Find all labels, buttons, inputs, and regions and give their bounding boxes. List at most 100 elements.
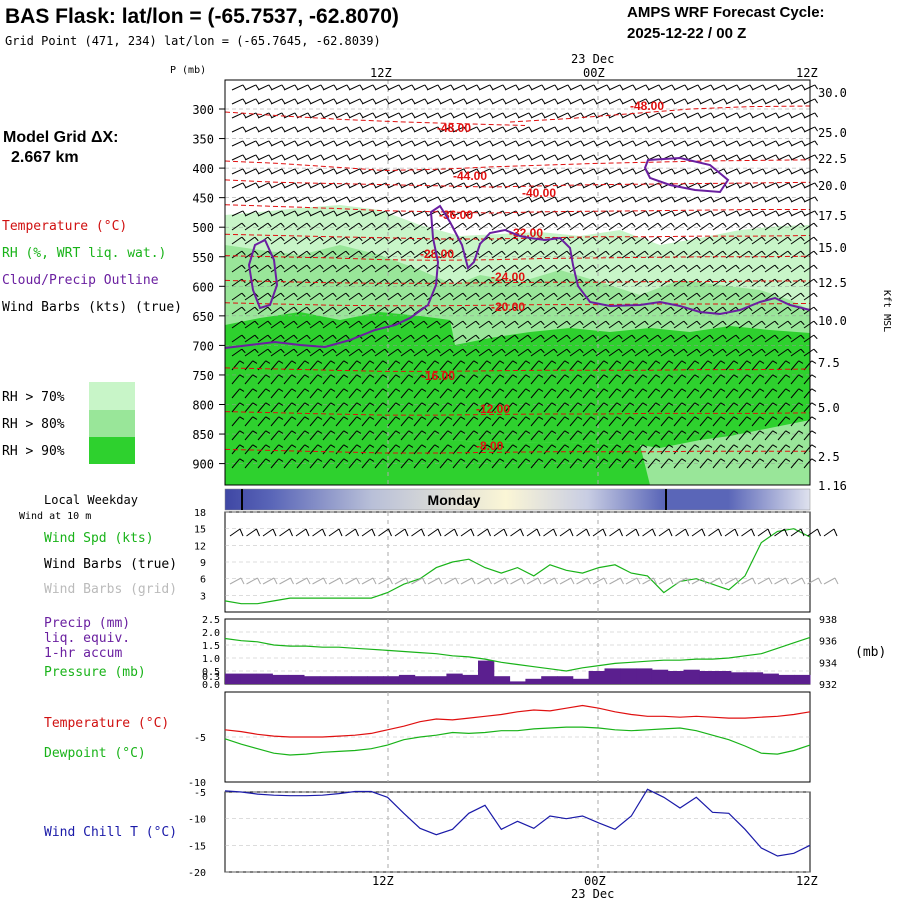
wind-barb-shaft	[426, 196, 439, 203]
wind-barb-shaft	[478, 320, 490, 329]
wind-barb-flag	[567, 154, 572, 160]
wind-barb-shaft	[491, 84, 504, 91]
wind-barb	[764, 196, 780, 203]
wind-barb-shaft	[634, 278, 646, 287]
wind-barb	[465, 278, 480, 287]
wind-barb-flag	[304, 388, 310, 392]
wind-barb-shaft	[465, 278, 477, 287]
wind-barb-shaft	[517, 264, 529, 273]
wind-barb-shaft	[465, 126, 478, 133]
wind-barb-shaft	[686, 430, 696, 441]
wind-barb	[660, 222, 675, 231]
grid-wind-barb-flag	[653, 577, 657, 585]
wind-barb	[270, 154, 286, 161]
wind-barb	[400, 196, 416, 203]
wind-barb-shaft	[686, 168, 699, 175]
wind-barb-flag	[319, 348, 324, 354]
wind-barb-shaft	[660, 98, 673, 105]
wind-barb	[790, 360, 804, 371]
wind-barb-flag	[384, 334, 389, 340]
wind-barb-flag	[733, 444, 739, 448]
wind-barb	[751, 154, 767, 161]
wind-barb-flag	[346, 210, 351, 216]
wind-barb-flag	[618, 306, 623, 312]
wind-barb-flag	[603, 430, 609, 434]
wind-barb-flag	[372, 182, 377, 188]
wind-barb	[361, 416, 375, 427]
wind-barb-flag	[488, 222, 493, 228]
wind-barb-shaft	[361, 112, 374, 119]
wind-barb-flag	[447, 402, 453, 406]
grid-wind-barb-shaft	[625, 577, 638, 585]
wind-barb	[647, 334, 662, 343]
wind-barb	[530, 444, 544, 455]
wind-barb-flag	[642, 402, 648, 406]
wind-barb-flag	[762, 182, 767, 188]
wind-barb-shaft	[478, 402, 488, 413]
wind-barb-shaft	[647, 360, 657, 371]
grid-wind-barb-shaft	[295, 577, 308, 585]
wind-barb	[374, 112, 390, 119]
wind-barb	[751, 98, 767, 105]
wind-barb	[764, 222, 779, 231]
wind-barb-shaft	[556, 388, 566, 399]
wind-barb-shaft	[569, 416, 579, 427]
wind-barb-flag	[801, 168, 806, 174]
wind-barb-flag	[606, 140, 611, 146]
wind-barb-shaft	[244, 278, 256, 287]
wind-barb-shaft	[712, 458, 722, 469]
wind-barb-shaft	[608, 126, 621, 133]
wind-barb-flag	[293, 348, 298, 354]
wind-barb-flag	[710, 168, 715, 174]
wind-barb-flag	[371, 222, 376, 228]
wind-barb-flag	[450, 84, 455, 90]
wind-barb-shaft	[634, 210, 647, 217]
wind-barb-flag	[551, 374, 557, 378]
wind-barb	[764, 360, 778, 371]
wind-barb	[400, 360, 414, 371]
wind-barb	[309, 374, 323, 385]
wind-barb	[751, 374, 765, 385]
wind-barb-flag	[462, 348, 467, 354]
wind-barb	[413, 334, 428, 343]
wind-barb-flag	[515, 126, 520, 132]
height-tick-1.16: 1.16	[818, 479, 847, 493]
grid-wind-barb-flag	[752, 577, 756, 585]
wind-barb-flag	[668, 416, 674, 420]
wind-barb-shaft	[790, 402, 800, 413]
wind-barb	[699, 388, 713, 399]
wind-barb-shaft	[231, 154, 244, 161]
wind-barb-flag	[384, 348, 389, 354]
wind-barb-flag	[307, 168, 312, 174]
wind-barb	[556, 112, 572, 119]
wind-barb-shaft	[231, 374, 241, 385]
wind-barb	[257, 140, 273, 147]
wind-barb-flag	[707, 458, 713, 462]
wind-barb-shaft	[764, 388, 774, 399]
wind-barb-flag	[460, 374, 466, 378]
wind-barb	[452, 388, 466, 399]
wind-barb-shaft	[751, 306, 763, 315]
wind-barb	[439, 374, 453, 385]
wind-barb-shaft	[309, 112, 322, 119]
wind-barb-flag	[280, 264, 285, 270]
wind-barb-flag	[333, 84, 338, 90]
wind-barb	[426, 196, 442, 203]
wind-barb-flag	[541, 140, 546, 146]
wind-barb-shaft	[530, 306, 542, 315]
grid-wind-barb	[526, 577, 542, 585]
wind-barb-shaft	[504, 98, 517, 105]
wind-barb-flag	[385, 210, 390, 216]
wind-barb-shaft	[777, 196, 790, 203]
wind-barb-flag	[333, 196, 338, 202]
wind-barb-flag	[759, 402, 765, 406]
grid-wind-barb-shaft	[246, 577, 258, 585]
grid-wind-barb-shaft	[543, 577, 555, 585]
grid-wind-barb-flag	[422, 577, 426, 585]
wind-barb-flag	[473, 458, 479, 462]
wind-barb	[725, 348, 740, 357]
wind-barb	[309, 98, 325, 105]
wind-barb	[283, 348, 298, 357]
wind-barb	[530, 374, 544, 385]
